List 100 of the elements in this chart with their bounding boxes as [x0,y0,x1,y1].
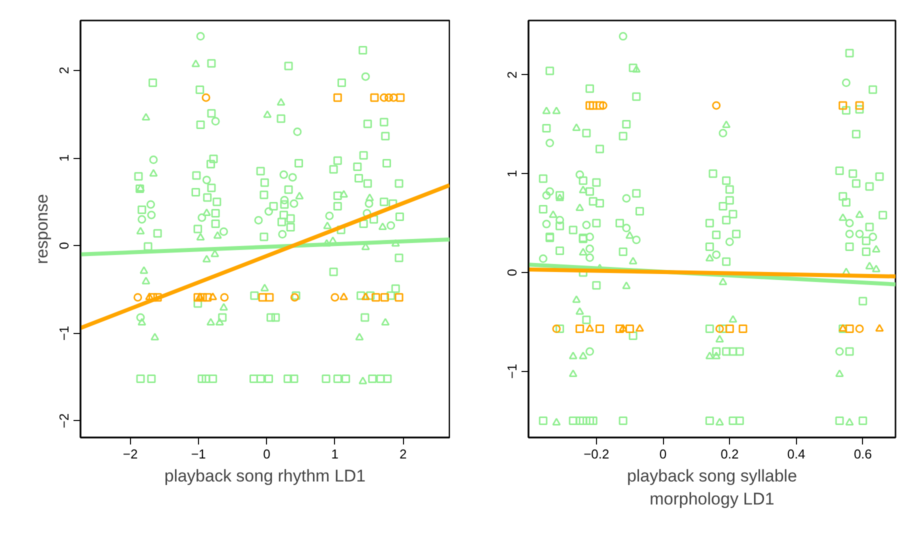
point [875,324,884,332]
point [389,93,398,102]
point [140,266,148,274]
point [628,256,638,264]
point [632,65,641,73]
point [258,293,267,302]
point [192,60,200,68]
point [712,101,721,110]
point [365,194,374,202]
point [293,128,302,136]
x-tick-label: 0.2 [720,446,739,462]
point [586,324,594,332]
y-tick-label: 0 [56,242,72,250]
point [220,293,229,302]
x-axis-title: playback song rhythm LD1 [164,466,366,486]
y-tick-label: −2 [56,413,72,428]
point [146,200,156,209]
point [552,106,561,114]
point [705,254,714,262]
point [586,347,594,356]
point [323,222,332,230]
point [280,196,289,204]
point [586,253,594,262]
x-tick-label: −1 [191,446,206,462]
point [378,222,387,230]
point [358,376,368,384]
point [150,332,160,340]
point [548,210,558,218]
point [202,93,210,102]
x-tick-label: 0.6 [854,446,872,462]
point [712,250,721,259]
point [552,418,561,426]
point [725,238,734,246]
point [136,226,145,234]
point [138,318,146,326]
point [855,101,864,110]
point [149,169,158,177]
point [380,293,389,302]
point [576,203,584,212]
point [211,117,220,126]
point [202,254,211,262]
point [394,293,404,302]
point [845,418,854,426]
point [838,101,848,110]
point [136,313,145,322]
point [586,244,594,254]
point [576,170,584,179]
point [280,170,288,179]
point [845,324,854,334]
point [355,332,364,340]
point [361,72,370,81]
point [738,324,748,334]
point [845,230,854,238]
point [625,231,634,239]
point [572,123,581,131]
point [196,292,204,300]
point [715,324,724,334]
point [149,156,158,164]
point [372,293,380,302]
point [598,101,608,110]
point [142,276,150,284]
x-tick-label: 2 [400,446,407,462]
point [578,186,588,194]
point [153,293,162,302]
point [582,220,591,230]
point [276,98,286,106]
point [552,324,561,334]
point [136,184,145,192]
point [145,292,154,300]
point [572,295,581,303]
point [134,293,142,302]
x-tick-label: 0.4 [787,446,806,462]
point [542,220,551,228]
point [718,278,728,286]
point [618,324,628,332]
point [380,93,388,102]
point [194,293,202,302]
point [622,282,631,290]
point [196,232,205,241]
point [616,324,624,334]
point [855,210,864,218]
point [586,232,594,242]
point [203,293,212,302]
point [578,352,588,360]
point [340,190,348,198]
point [576,307,584,315]
point [705,352,714,360]
y-tick-label: −1 [504,364,520,379]
point [845,218,854,228]
point [725,324,734,334]
point [596,101,604,110]
point [364,199,374,208]
x-tick-label: −0.2 [584,446,610,462]
point [855,324,864,334]
point [568,352,578,360]
point [361,292,370,300]
point [208,292,218,300]
point [715,418,724,426]
point [868,232,878,242]
point [556,216,564,224]
